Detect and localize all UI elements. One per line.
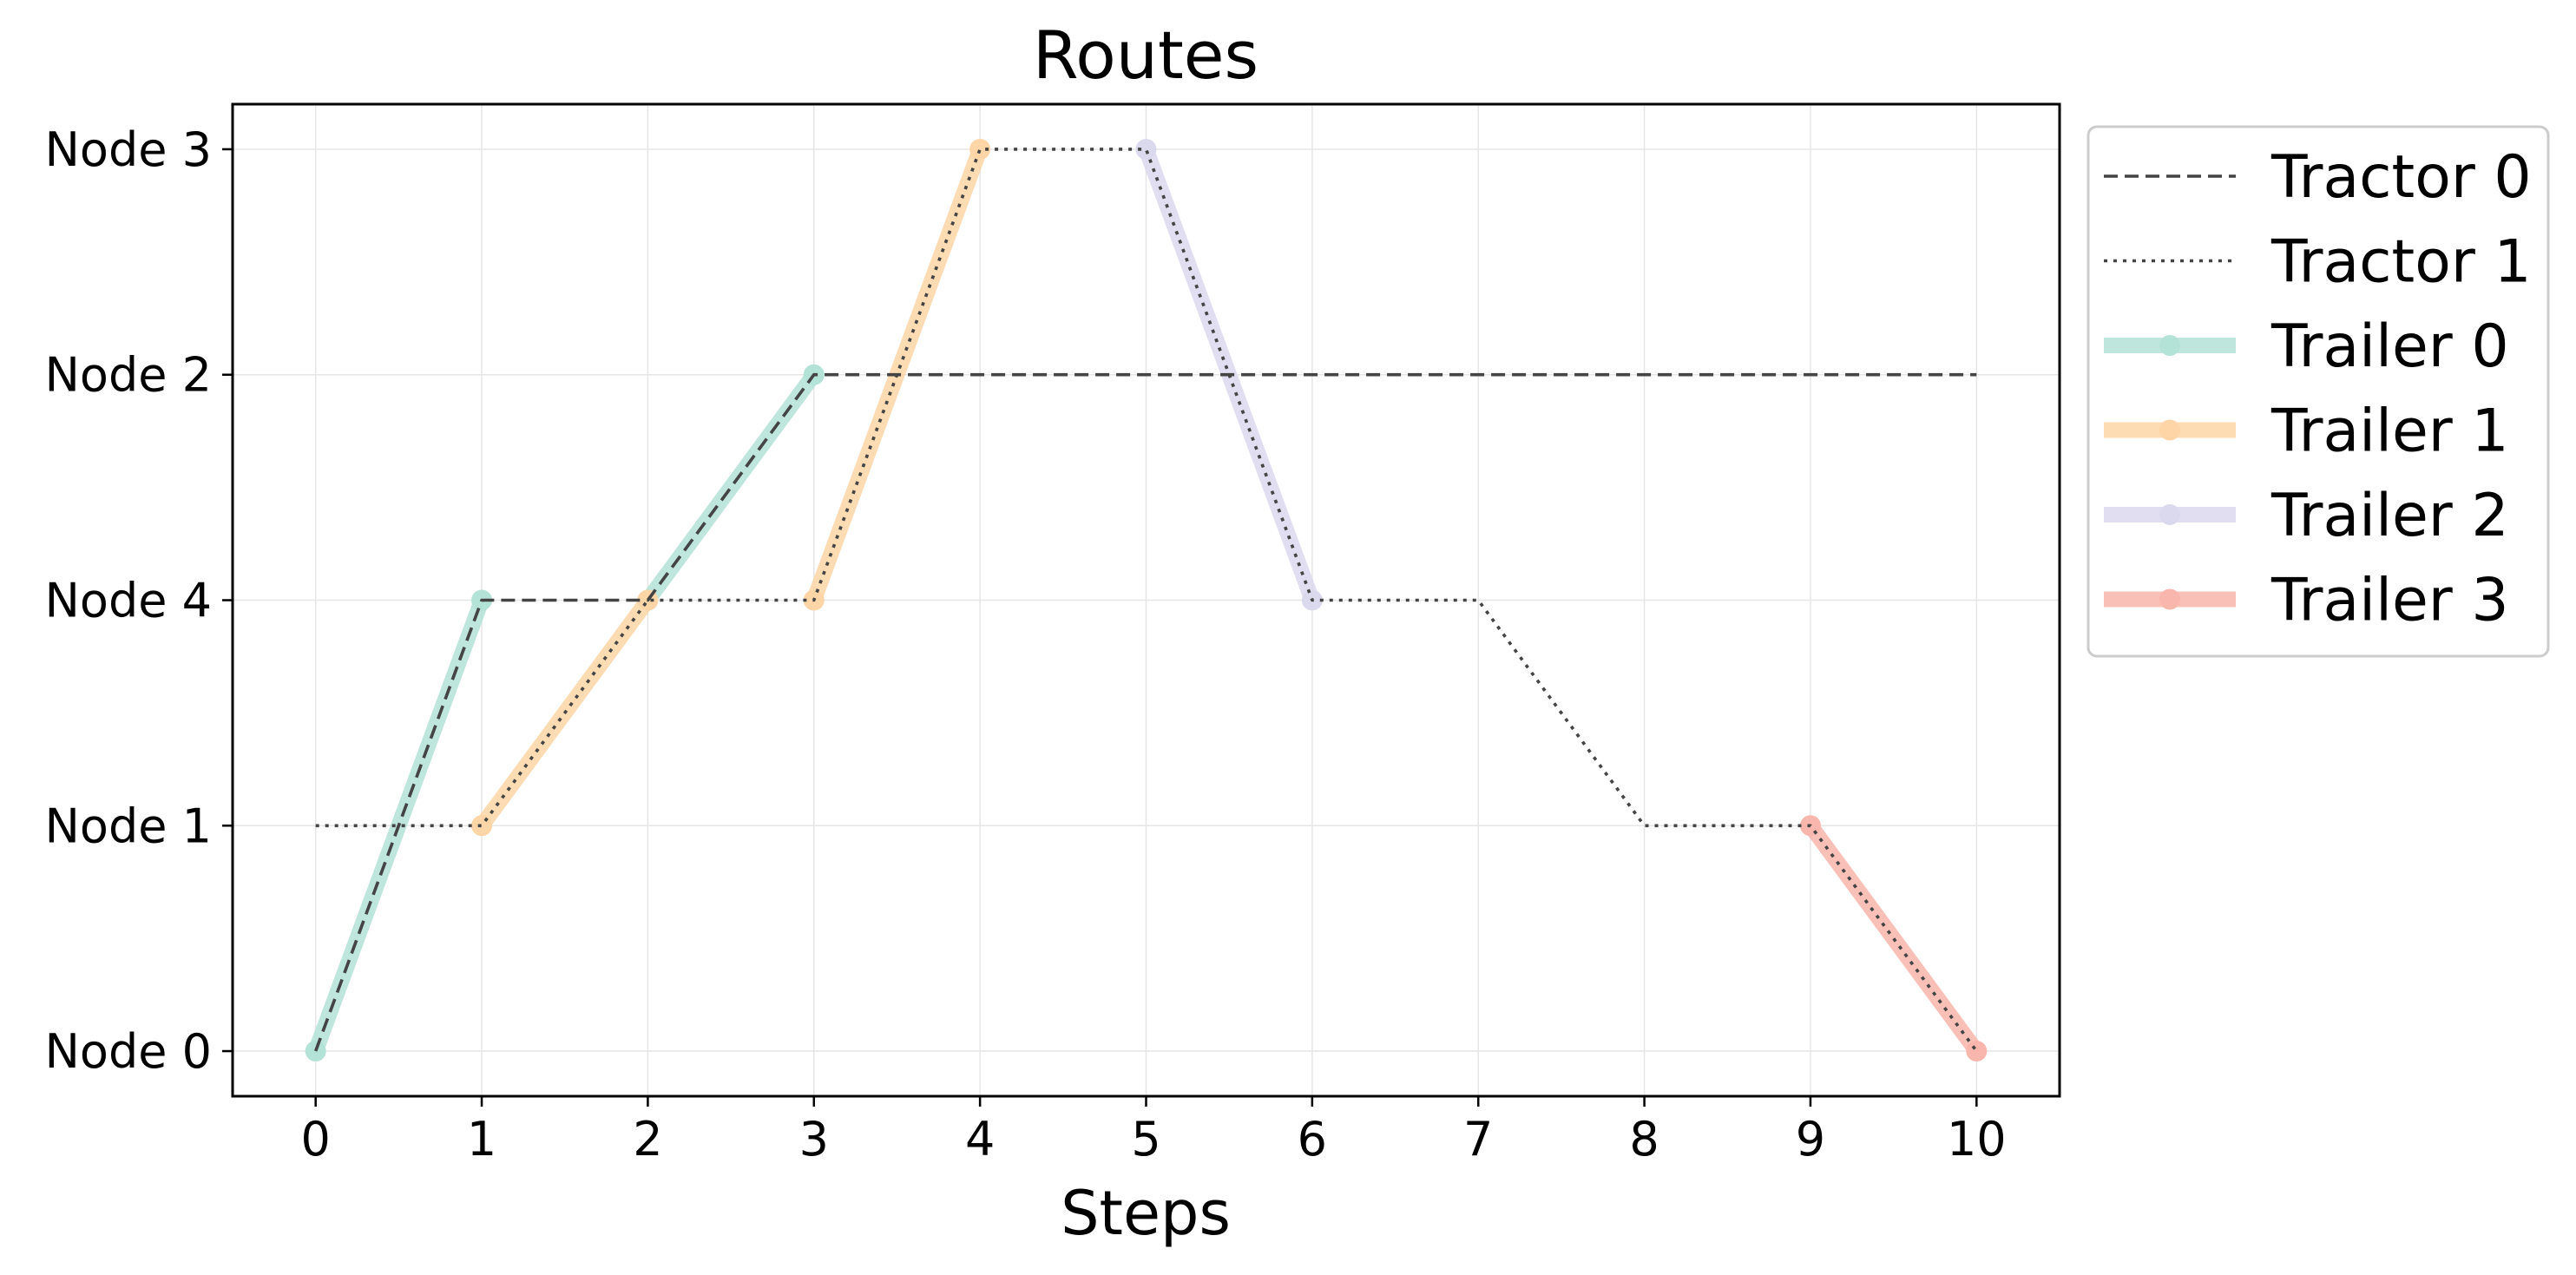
legend-trailer-1-label: Trailer 1: [2270, 398, 2509, 466]
tractor-0-line: [313, 372, 1977, 1052]
legend-trailer-3-marker: [2159, 588, 2180, 610]
y-tick-label: Node 4: [45, 574, 212, 628]
trailer-1-point: [471, 815, 493, 837]
tractor-lines: [313, 148, 1978, 1053]
x-tick-label: 6: [1298, 1112, 1327, 1167]
x-tick-label: 1: [467, 1112, 496, 1167]
x-axis-ticks: 0 1 2 3 4 5 6 7 8 9 10: [301, 1096, 2007, 1167]
y-tick-label: Node 3: [45, 122, 212, 177]
chart-title: Routes: [1033, 16, 1258, 94]
legend-trailer-0-marker: [2159, 335, 2180, 356]
trailer-3-point: [1966, 1041, 1988, 1062]
legend-trailer-3-label: Trailer 3: [2270, 567, 2509, 635]
x-tick-label: 9: [1796, 1112, 1825, 1167]
x-tick-label: 7: [1463, 1112, 1493, 1167]
x-tick-label: 4: [965, 1112, 995, 1167]
legend-tractor-0-label: Tractor 0: [2270, 143, 2532, 212]
trailer-1-point: [969, 138, 991, 160]
legend-tractor-1-label: Tractor 1: [2270, 228, 2532, 297]
x-tick-label: 8: [1629, 1112, 1659, 1167]
legend-trailer-2-label: Trailer 2: [2270, 482, 2509, 550]
y-axis-ticks: Node 0 Node 1 Node 4 Node 2 Node 3: [45, 122, 233, 1079]
trailer-2-point: [1135, 138, 1157, 160]
x-tick-label: 2: [633, 1112, 662, 1167]
x-tick-label: 10: [1947, 1112, 2007, 1167]
x-tick-label: 3: [799, 1112, 829, 1167]
y-tick-label: Node 2: [45, 348, 212, 403]
legend-trailer-1-marker: [2159, 419, 2180, 441]
y-tick-label: Node 0: [45, 1024, 212, 1079]
legend-trailer-2-marker: [2159, 504, 2180, 525]
legend-trailer-0-label: Trailer 0: [2270, 312, 2509, 381]
x-tick-label: 5: [1131, 1112, 1160, 1167]
legend-frame: [2086, 125, 2550, 658]
x-axis-title: Steps: [1061, 1178, 1231, 1249]
legend: Tractor 0 Tractor 1 Trailer 0 Trailer 1 Trai…: [2086, 125, 2550, 658]
x-tick-label: 0: [301, 1112, 331, 1167]
y-tick-label: Node 1: [45, 799, 212, 853]
